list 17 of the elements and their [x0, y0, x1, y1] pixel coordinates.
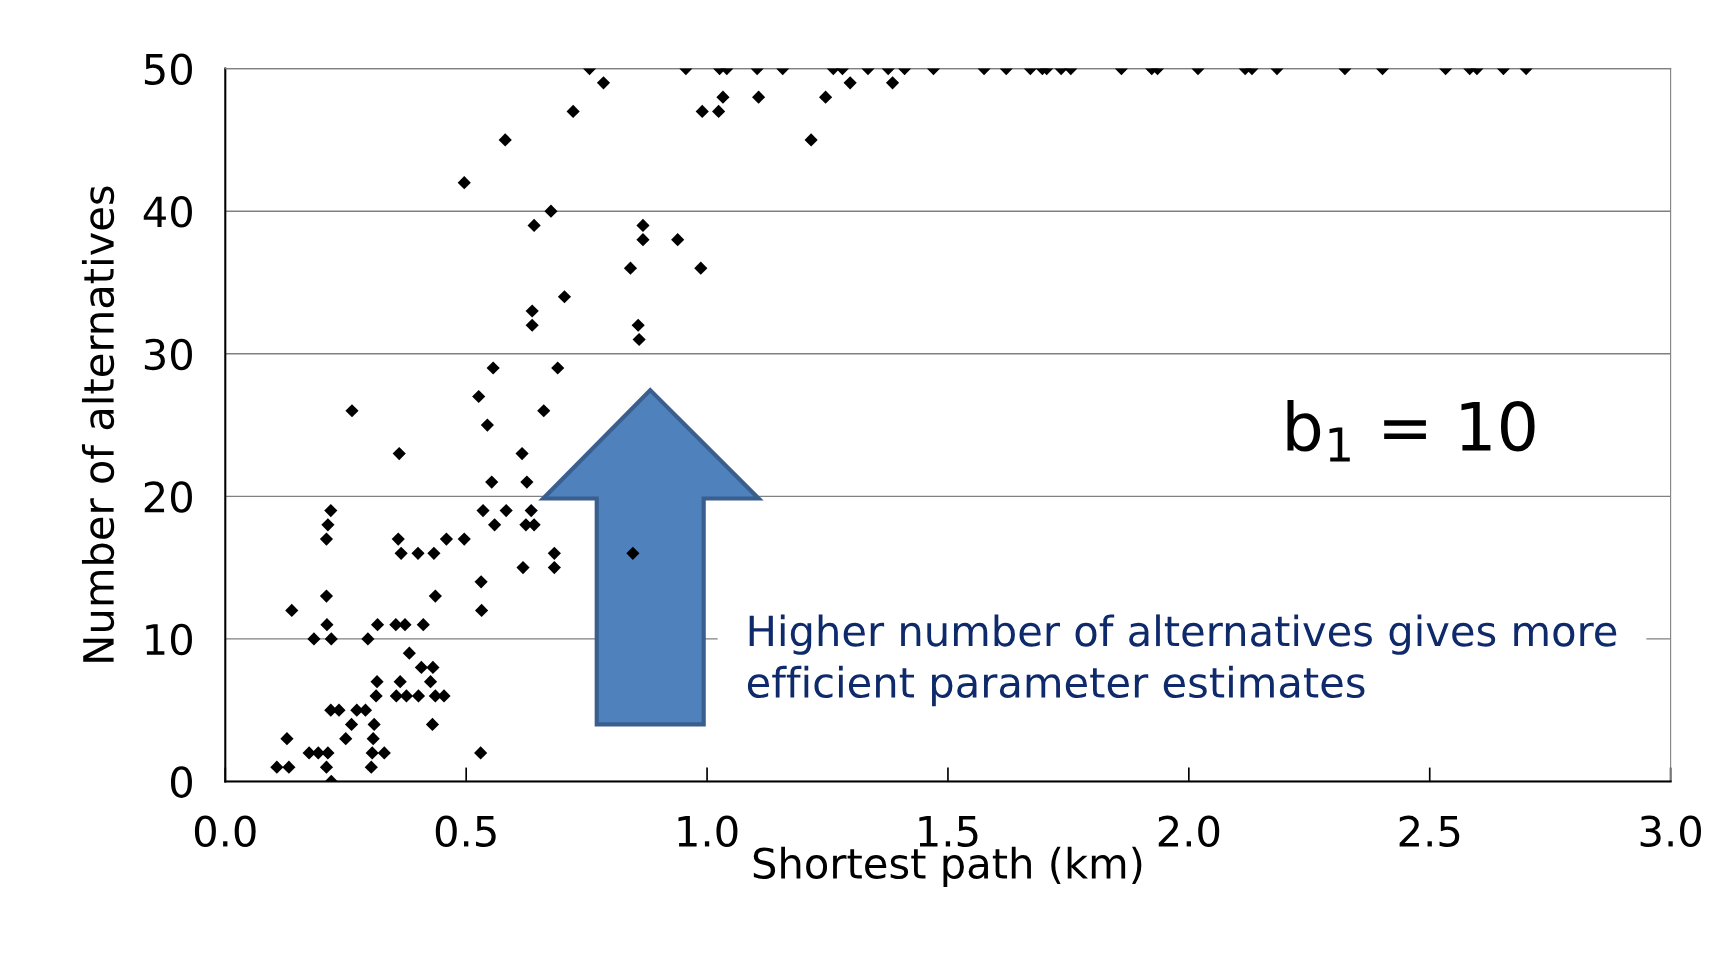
- y-tick-label: 0: [170, 766, 192, 798]
- x-tick-label: 2.0: [1158, 815, 1220, 848]
- y-tick-label: 30: [144, 338, 192, 371]
- y-tick-label: 10: [146, 623, 192, 656]
- x-axis-title: Shortest path (km): [753, 846, 1142, 888]
- y-tick-label: 20: [144, 481, 192, 513]
- x-tick-label: 0.5: [435, 815, 496, 848]
- x-tick-label: 1.5: [919, 816, 978, 848]
- y-tick-label: 50: [144, 53, 192, 86]
- annotation: Higher number of alternatives gives more efficient parameter estimates: [747, 614, 1617, 707]
- annotation: b$_{1}$ = 10: [1287, 399, 1535, 462]
- x-tick-label: 2.5: [1399, 815, 1460, 848]
- x-tick-label: 3.0: [1640, 815, 1701, 848]
- y-axis-title: Number of alternatives: [81, 186, 115, 662]
- x-tick-label: 0.0: [194, 815, 256, 848]
- x-tick-label: 1.0: [678, 815, 738, 848]
- y-tick-label: 40: [143, 196, 192, 228]
